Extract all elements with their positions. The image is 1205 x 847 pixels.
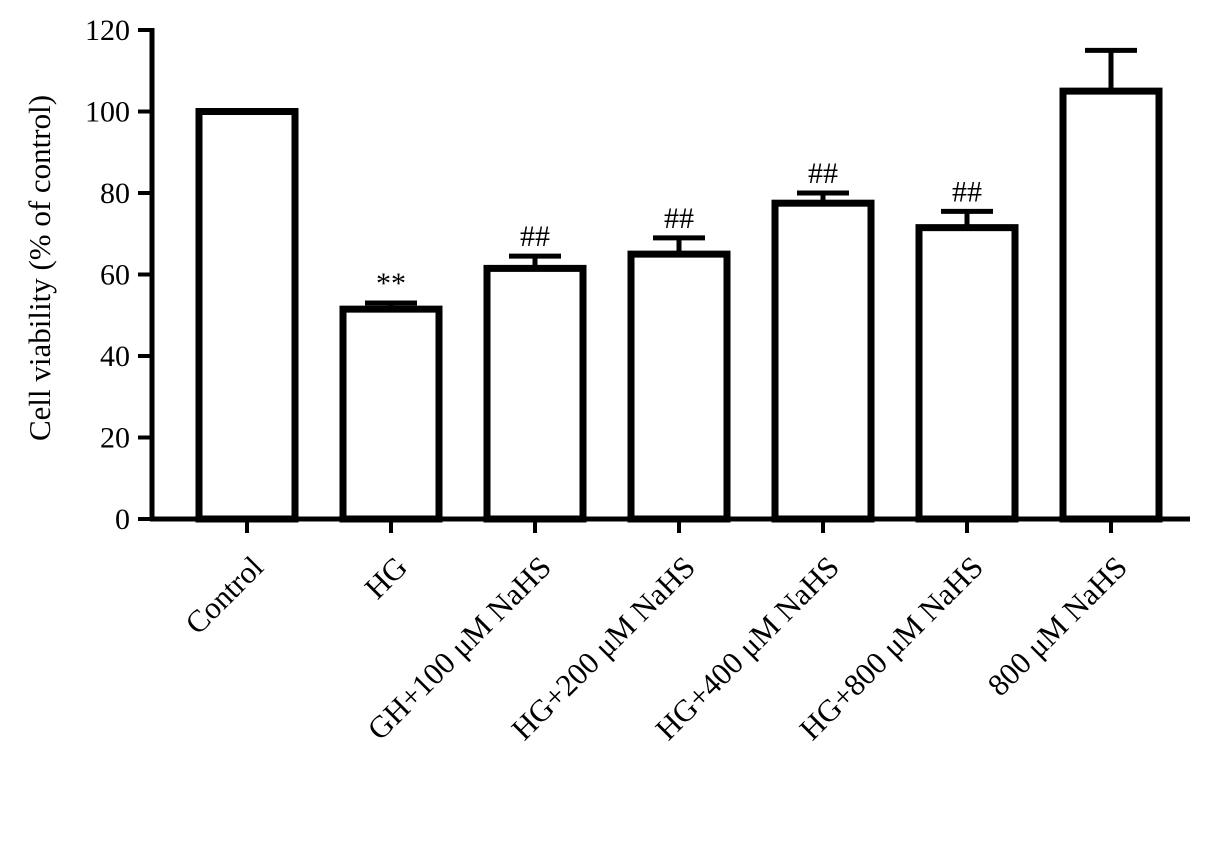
significance-label: ## (808, 157, 838, 190)
bar (483, 264, 587, 523)
y-axis-title: Cell viability (% of control) (22, 95, 57, 441)
y-tick-label: 100 (85, 96, 130, 129)
x-category-label: 800 μM NaHS (981, 549, 1134, 702)
y-tick-label: 60 (100, 259, 130, 292)
significance-labels-layer: ** ## ## ## ## (376, 157, 982, 300)
significance-label: ## (952, 175, 982, 208)
y-tick-label: 120 (85, 14, 130, 47)
bars-layer (195, 87, 1163, 523)
y-ticks-layer: 0 20 40 60 80 100 120 (85, 14, 152, 536)
bar (771, 199, 875, 523)
significance-label: ## (520, 220, 550, 253)
y-tick-label: 0 (115, 503, 130, 536)
bar (339, 305, 443, 523)
error-bars-layer (365, 47, 1137, 310)
significance-label: ** (376, 267, 406, 300)
bar (195, 108, 299, 523)
x-category-label: Control (178, 549, 270, 641)
y-tick-label: 20 (100, 422, 130, 455)
bar (1059, 87, 1163, 523)
y-tick-label: 40 (100, 340, 130, 373)
y-tick-label: 80 (100, 177, 130, 210)
bar (627, 250, 731, 523)
bar (915, 224, 1019, 523)
x-category-label: HG (358, 549, 414, 605)
significance-label: ## (664, 202, 694, 235)
